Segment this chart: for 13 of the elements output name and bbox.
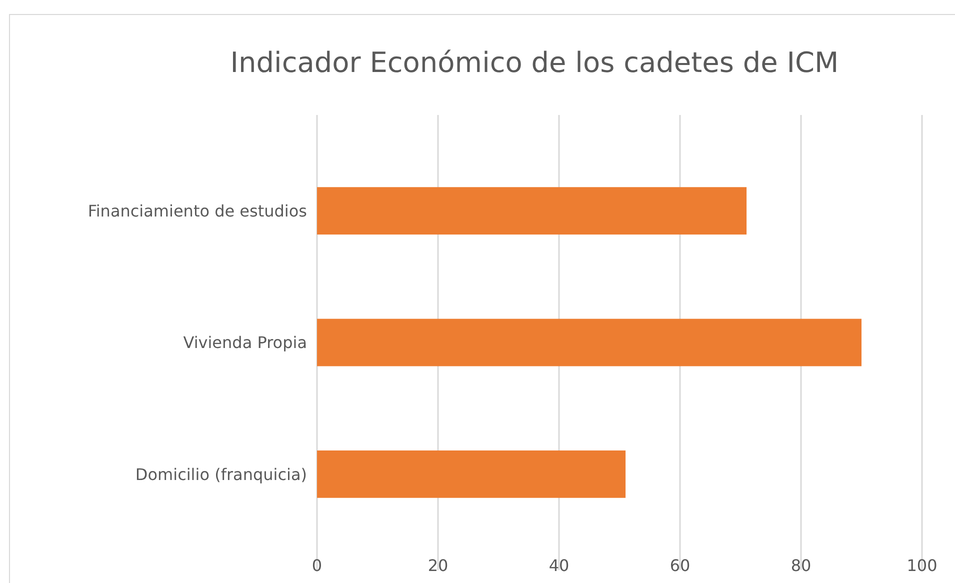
x-tick-label: 100 — [906, 556, 938, 575]
x-tick-label: 60 — [670, 556, 690, 575]
y-tick-label: Vivienda Propia — [183, 333, 307, 352]
bar — [317, 450, 626, 498]
x-tick-label: 80 — [790, 556, 812, 575]
y-tick-label: Domicilio (franquicia) — [135, 464, 307, 484]
x-tick-label: 20 — [428, 556, 448, 575]
bar — [317, 187, 747, 235]
x-tick-label: 0 — [312, 556, 322, 575]
x-tick-label: 40 — [548, 556, 570, 575]
bar — [317, 318, 862, 366]
y-tick-label: Financiamiento de estudios — [88, 201, 307, 220]
chart-title: Indicador Económico de los cadetes de ICM — [230, 46, 839, 79]
